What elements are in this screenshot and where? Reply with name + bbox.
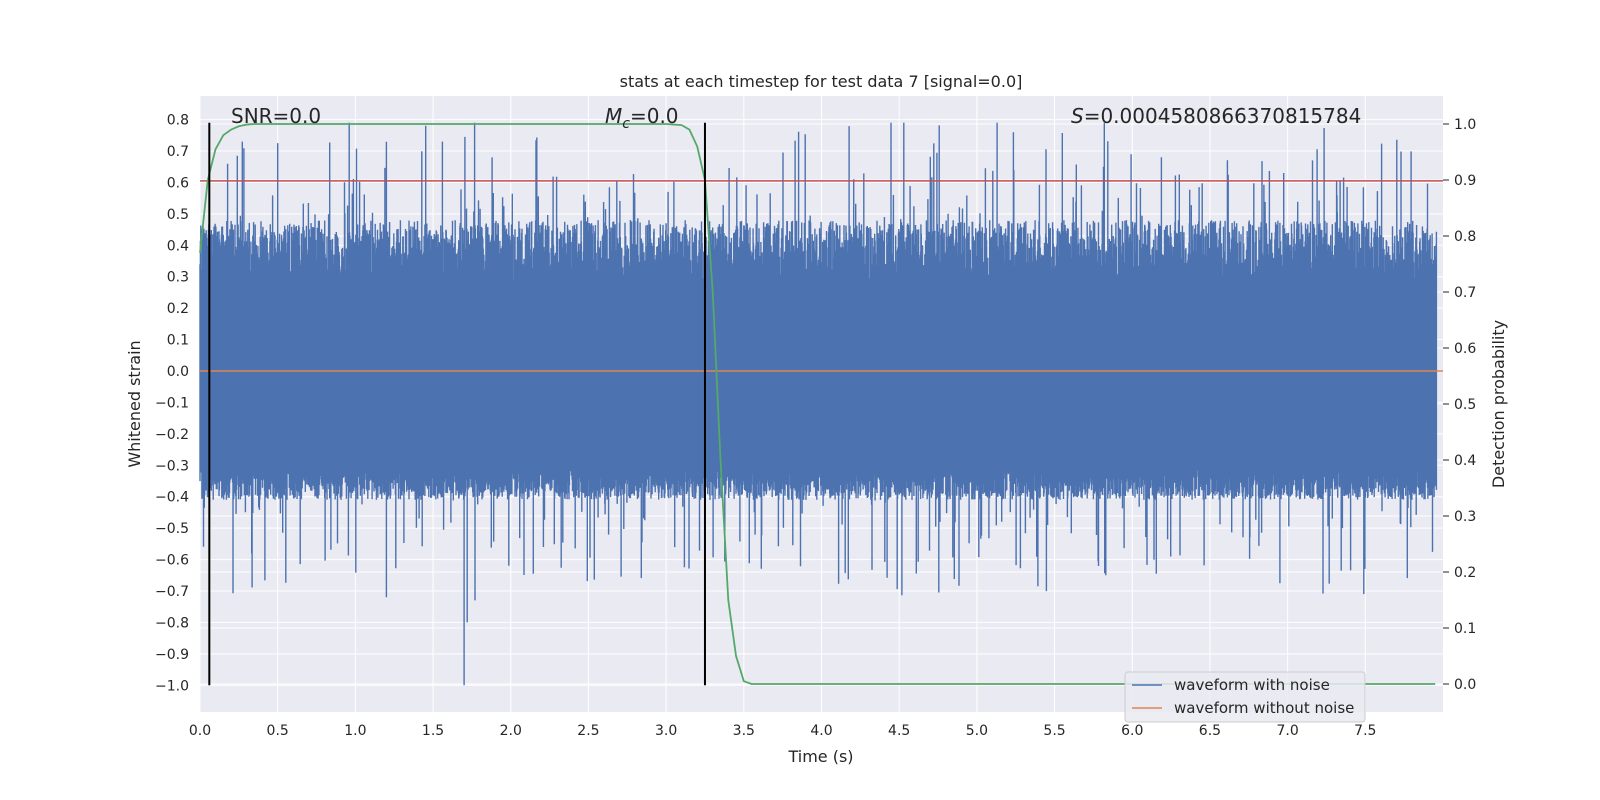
ticks-layer: 0.0 0.5 1.0 1.5 2.0 2.5 3.0 3.5 4.0 4.5 5.0 5.5 6.0 6… — [155, 113, 1476, 739]
y-left-tick-label: −0.4 — [155, 490, 189, 506]
y-right-tick-label: 0.8 — [1454, 229, 1476, 245]
x-tick-label: 5.5 — [1043, 723, 1065, 739]
y-left-tick-label: 0.8 — [167, 113, 189, 129]
mc-annotation-sub: c — [622, 116, 630, 132]
s-annotation: S=0.0004580866370815784 — [1071, 104, 1361, 128]
legend-box — [1124, 671, 1366, 723]
y-left-tick-label: −0.3 — [155, 458, 189, 474]
y-left-tick-label: 0.0 — [167, 364, 189, 380]
y-right-tick-label: 0.5 — [1454, 397, 1476, 413]
x-tick-label: 3.5 — [733, 723, 755, 739]
y-left-tick-label: −1.0 — [155, 678, 189, 694]
y-left-tick-label: 0.1 — [167, 333, 189, 349]
x-tick-label: 4.0 — [810, 723, 832, 739]
y-left-tick-label: 0.2 — [167, 301, 189, 317]
lines-layer — [199, 122, 1443, 686]
x-tick-label: 2.0 — [500, 723, 522, 739]
legend: waveform with noise waveform without noi… — [1124, 671, 1366, 723]
y-right-tick-label: 1.0 — [1454, 117, 1476, 133]
x-tick-label: 1.0 — [344, 723, 366, 739]
y-left-tick-label: 0.5 — [167, 207, 189, 223]
y-left-tick-label: −0.1 — [155, 395, 189, 411]
y-left-tick-label: 0.3 — [167, 270, 189, 286]
y-left-tick-label: −0.7 — [155, 584, 189, 600]
s-annotation-main: S — [1071, 104, 1084, 128]
y-left-tick-label: −0.8 — [155, 615, 189, 631]
y-left-tick-label: −0.6 — [155, 553, 189, 569]
x-tick-label: 0.5 — [267, 723, 289, 739]
x-tick-label: 7.5 — [1354, 723, 1376, 739]
mc-annotation: Mc=0.0 — [605, 104, 679, 132]
y-left-tick-label: 0.7 — [167, 144, 189, 160]
x-tick-label: 3.0 — [655, 723, 677, 739]
x-tick-label: 0.0 — [189, 723, 211, 739]
y-right-tick-label: 0.3 — [1454, 509, 1476, 525]
x-tick-label: 4.5 — [888, 723, 910, 739]
x-tick-label: 6.0 — [1121, 723, 1143, 739]
y-axis-label-left: Whitened strain — [125, 340, 144, 467]
chart-title: stats at each timestep for test data 7 [… — [620, 72, 1023, 91]
x-tick-label: 2.5 — [577, 723, 599, 739]
legend-label-noise: waveform with noise — [1174, 676, 1330, 694]
y-right-tick-label: 0.0 — [1454, 677, 1476, 693]
x-tick-label: 7.0 — [1276, 723, 1298, 739]
mc-annotation-main: M — [605, 104, 622, 128]
detection-probability-line — [199, 123, 1436, 685]
y-left-tick-label: 0.4 — [167, 238, 189, 254]
y-right-tick-label: 0.2 — [1454, 565, 1476, 581]
y-right-tick-label: 0.6 — [1454, 341, 1476, 357]
y-right-tick-label: 0.9 — [1454, 173, 1476, 189]
noise-series — [199, 122, 1438, 686]
mc-annotation-rest: =0.0 — [630, 104, 679, 128]
y-axis-label-right: Detection probability — [1489, 320, 1508, 488]
y-left-tick-label: −0.5 — [155, 521, 189, 537]
legend-label-clean: waveform without noise — [1174, 699, 1354, 717]
s-annotation-rest: =0.0004580866370815784 — [1084, 104, 1362, 128]
x-tick-label: 6.5 — [1199, 723, 1221, 739]
y-right-tick-label: 0.1 — [1454, 621, 1476, 637]
x-tick-label: 1.5 — [422, 723, 444, 739]
waveform-with-noise-line — [199, 122, 1438, 686]
x-axis-label: Time (s) — [787, 747, 853, 766]
y-left-tick-label: 0.6 — [167, 175, 189, 191]
y-right-tick-label: 0.7 — [1454, 285, 1476, 301]
y-right-tick-label: 0.4 — [1454, 453, 1476, 469]
y-left-tick-label: −0.9 — [155, 647, 189, 663]
x-tick-label: 5.0 — [966, 723, 988, 739]
y-left-tick-label: −0.2 — [155, 427, 189, 443]
snr-annotation: SNR=0.0 — [231, 104, 321, 128]
